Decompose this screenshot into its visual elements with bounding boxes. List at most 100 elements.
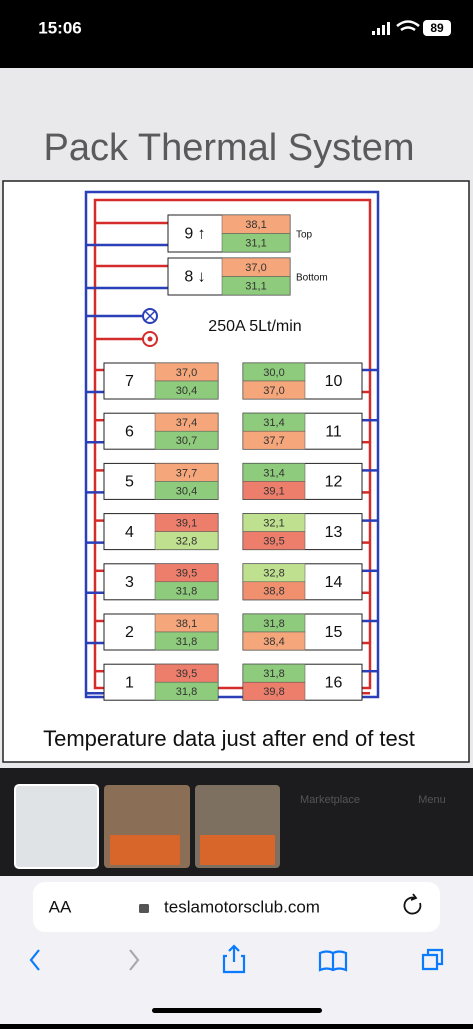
temp-cell <box>242 681 306 701</box>
wifi <box>396 20 420 32</box>
module-number: 13 <box>325 524 343 541</box>
temp-value: 31,8 <box>176 686 197 698</box>
temp-cell <box>154 380 219 400</box>
background-item: Marketplace <box>300 794 360 806</box>
module-number: 7 <box>125 373 134 390</box>
module-number: 15 <box>325 624 343 641</box>
temp-cell <box>221 233 291 253</box>
module: 14 32,8 38,8 <box>242 563 363 601</box>
temp-cell <box>154 531 219 550</box>
status-bg <box>0 0 473 68</box>
module: 13 32,1 39,5 <box>242 513 363 551</box>
reload-button[interactable] <box>403 893 422 915</box>
caption: Temperature data just after end of test <box>43 726 415 751</box>
module: 3 39,5 31,8 <box>103 563 219 601</box>
background-item: Menu <box>418 794 446 806</box>
temp-value: 30,4 <box>176 485 197 497</box>
temp-cell <box>154 481 219 500</box>
home-indicator <box>152 1008 322 1013</box>
temp-cell <box>242 481 306 500</box>
bookmarks-button[interactable] <box>318 950 348 972</box>
module: 12 31,4 39,1 <box>242 462 363 500</box>
thumbnail-detail <box>200 835 275 865</box>
module: 11 31,4 37,7 <box>242 412 363 450</box>
module: 6 37,4 30,7 <box>103 412 219 450</box>
temp-value: 31,8 <box>176 636 197 648</box>
share-button[interactable] <box>222 944 246 974</box>
forward-button[interactable] <box>129 949 140 971</box>
temp-value: 39,5 <box>176 568 197 580</box>
temp-cell <box>221 276 291 296</box>
temp-value: 39,8 <box>263 686 284 698</box>
text-size-button[interactable]: AA <box>49 897 72 916</box>
module-number: 5 <box>125 474 134 491</box>
temp-cell <box>242 430 306 450</box>
module-number: 10 <box>325 373 343 390</box>
module-tag: Top <box>296 230 313 241</box>
temp-value: 38,1 <box>176 618 197 630</box>
temp-cell <box>154 430 219 450</box>
temp-cell <box>242 380 306 400</box>
temp-cell <box>242 631 306 651</box>
module-number: 4 <box>125 524 134 541</box>
battery <box>423 20 451 36</box>
temp-value: 37,0 <box>245 262 266 274</box>
module-number: 9 ↑ <box>184 226 205 243</box>
module-number: 1 <box>125 674 134 691</box>
temp-value: 37,0 <box>263 385 284 397</box>
module-number: 14 <box>325 574 343 591</box>
temp-value: 37,0 <box>176 367 197 379</box>
signal <box>372 22 390 35</box>
module: 15 31,8 38,4 <box>242 613 363 651</box>
module-number: 3 <box>125 574 134 591</box>
time: 15:06 <box>38 18 81 37</box>
module: 10 30,0 37,0 <box>242 362 363 400</box>
temp-value: 30,7 <box>176 435 197 447</box>
module-number: 6 <box>125 423 134 440</box>
tabs-button[interactable] <box>421 948 444 971</box>
module-number: 2 <box>125 624 134 641</box>
pipes <box>84 190 380 699</box>
temp-value: 38,8 <box>263 586 284 598</box>
thumbnail[interactable] <box>14 784 99 869</box>
battery-level: 89 <box>430 21 444 35</box>
module: 1 39,5 31,8 <box>103 663 219 701</box>
temp-value: 39,1 <box>263 485 284 497</box>
temp-value: 37,7 <box>263 435 284 447</box>
temp-value: 39,1 <box>176 518 197 530</box>
temp-value: 37,7 <box>176 467 197 479</box>
temp-value: 31,4 <box>263 417 284 429</box>
module-number: 12 <box>325 474 343 491</box>
module-tag: Bottom <box>296 273 328 284</box>
temp-value: 31,4 <box>263 467 284 479</box>
flow-symbols <box>86 308 158 347</box>
temp-value: 32,8 <box>176 536 197 548</box>
module: 9 ↑ 38,1 31,1 Top <box>167 214 313 253</box>
temp-cell <box>154 581 219 601</box>
temp-value: 32,1 <box>263 518 284 530</box>
module-number: 16 <box>325 674 343 691</box>
module: 8 ↓ 37,0 31,1 Bottom <box>167 257 328 296</box>
back-button[interactable] <box>29 949 40 971</box>
temp-value: 30,4 <box>176 385 197 397</box>
url[interactable]: teslamotorsclub.com <box>164 897 320 916</box>
temp-value: 31,8 <box>263 668 284 680</box>
temp-value: 31,8 <box>176 586 197 598</box>
temp-cell <box>154 631 219 651</box>
temp-value: 30,0 <box>263 367 284 379</box>
temp-value: 31,1 <box>245 238 266 250</box>
temp-value: 38,1 <box>245 219 266 231</box>
thumbnail-detail <box>110 835 180 865</box>
temp-value: 31,8 <box>263 618 284 630</box>
lock-icon <box>139 904 149 913</box>
temp-value: 32,8 <box>263 568 284 580</box>
module-number: 8 ↓ <box>184 269 205 286</box>
module: 2 38,1 31,8 <box>103 613 219 651</box>
temp-value: 31,1 <box>245 281 266 293</box>
temp-value: 39,5 <box>176 668 197 680</box>
address-bar[interactable] <box>33 882 440 932</box>
temp-cell <box>242 531 306 550</box>
flow-label: 250A 5Lt/min <box>208 318 301 335</box>
